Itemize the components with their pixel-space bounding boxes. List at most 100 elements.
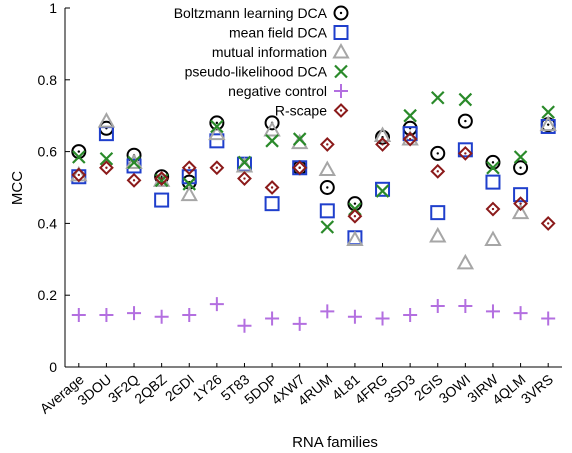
data-point — [513, 187, 529, 203]
legend-label: negative control — [228, 83, 327, 99]
data-point — [292, 316, 307, 331]
marker-x — [292, 132, 307, 146]
marker-diamond — [457, 145, 473, 161]
data-point — [347, 208, 363, 224]
marker-dot — [215, 121, 219, 125]
data-point — [181, 160, 197, 176]
marker-dot — [546, 123, 550, 126]
marker-dot — [160, 177, 163, 180]
marker-dot — [519, 166, 522, 169]
marker-triangle — [180, 185, 198, 202]
marker-x — [541, 105, 555, 119]
y-tick-label: 0.6 — [38, 144, 58, 160]
marker-square — [513, 187, 529, 203]
marker-triangle — [97, 112, 116, 128]
y-tick-label: 1 — [49, 0, 57, 16]
marker-dot — [408, 137, 412, 141]
data-points — [70, 90, 557, 333]
marker-dot — [77, 150, 81, 153]
marker-triangle — [125, 153, 143, 169]
data-point — [71, 307, 86, 322]
data-point — [182, 177, 197, 191]
data-point — [237, 171, 252, 186]
marker-triangle — [373, 126, 392, 142]
data-point — [513, 196, 528, 212]
marker-dot — [215, 166, 219, 169]
axes: 00.20.40.60.81Average3DOU3F2Q2QBZ2GDI1Y2… — [37, 0, 562, 417]
marker-x — [334, 64, 348, 79]
data-point — [292, 132, 307, 146]
data-point — [127, 155, 141, 170]
marker-x — [210, 119, 224, 134]
legend-entry: Boltzmann learning DCA — [174, 5, 349, 21]
x-tick-label: 3VRS — [518, 371, 556, 407]
marker-square — [485, 174, 501, 190]
marker-dot — [270, 186, 274, 189]
marker-x — [513, 150, 528, 164]
marker-plus — [71, 307, 86, 322]
marker-diamond — [209, 160, 225, 176]
marker-dot — [491, 207, 495, 211]
data-point — [71, 167, 87, 183]
marker-plus — [485, 304, 500, 319]
series-pseudo-likelihood-dca — [72, 90, 555, 234]
marker-x — [403, 108, 417, 123]
legend-label: mutual information — [212, 44, 327, 60]
marker-x — [237, 155, 252, 170]
marker-ring — [513, 160, 529, 176]
data-point — [209, 297, 224, 312]
y-tick-label: 0 — [49, 359, 57, 375]
data-point — [485, 174, 501, 190]
legend-marker — [332, 42, 350, 59]
marker-ring — [264, 115, 280, 131]
legend-marker — [333, 5, 349, 21]
marker-dot — [353, 202, 357, 205]
marker-plus — [513, 306, 528, 321]
marker-dot — [436, 170, 439, 173]
data-point — [237, 155, 252, 170]
x-tick-label: 2GDI — [162, 371, 197, 404]
data-point — [265, 311, 280, 326]
marker-plus — [375, 311, 390, 326]
data-point — [375, 181, 391, 197]
marker-x — [430, 90, 445, 105]
marker-triangle — [484, 230, 502, 247]
data-point — [209, 133, 225, 149]
data-point — [237, 318, 252, 333]
data-point — [209, 160, 225, 176]
data-point — [319, 180, 335, 195]
x-tick-label: 4FRG — [352, 371, 391, 407]
data-point — [485, 304, 500, 319]
data-point — [264, 196, 280, 212]
legend-marker — [333, 103, 349, 118]
x-tick-label: 3OWI — [436, 371, 474, 406]
marker-diamond — [540, 215, 556, 231]
data-point — [430, 90, 445, 105]
data-point — [209, 115, 225, 131]
data-point — [375, 137, 390, 152]
marker-diamond — [430, 163, 446, 179]
data-point — [457, 113, 473, 129]
marker-diamond — [319, 137, 335, 152]
x-tick-label: 2QBZ — [131, 371, 170, 407]
data-point — [320, 304, 335, 319]
marker-triangle — [332, 42, 350, 59]
marker-square — [375, 181, 391, 197]
data-point — [457, 145, 473, 161]
marker-diamond — [154, 171, 170, 186]
marker-triangle — [429, 226, 447, 243]
data-point — [375, 311, 390, 326]
marker-diamond — [347, 208, 363, 224]
legend-label: Boltzmann learning DCA — [174, 5, 328, 21]
marker-triangle — [263, 121, 281, 137]
marker-x — [375, 184, 390, 198]
data-point — [318, 160, 337, 177]
data-point — [430, 298, 445, 313]
data-point — [180, 185, 198, 202]
marker-plus — [127, 306, 142, 321]
data-point — [265, 134, 279, 148]
marker-diamond — [333, 103, 349, 118]
marker-square — [154, 192, 170, 208]
data-point — [127, 306, 142, 321]
